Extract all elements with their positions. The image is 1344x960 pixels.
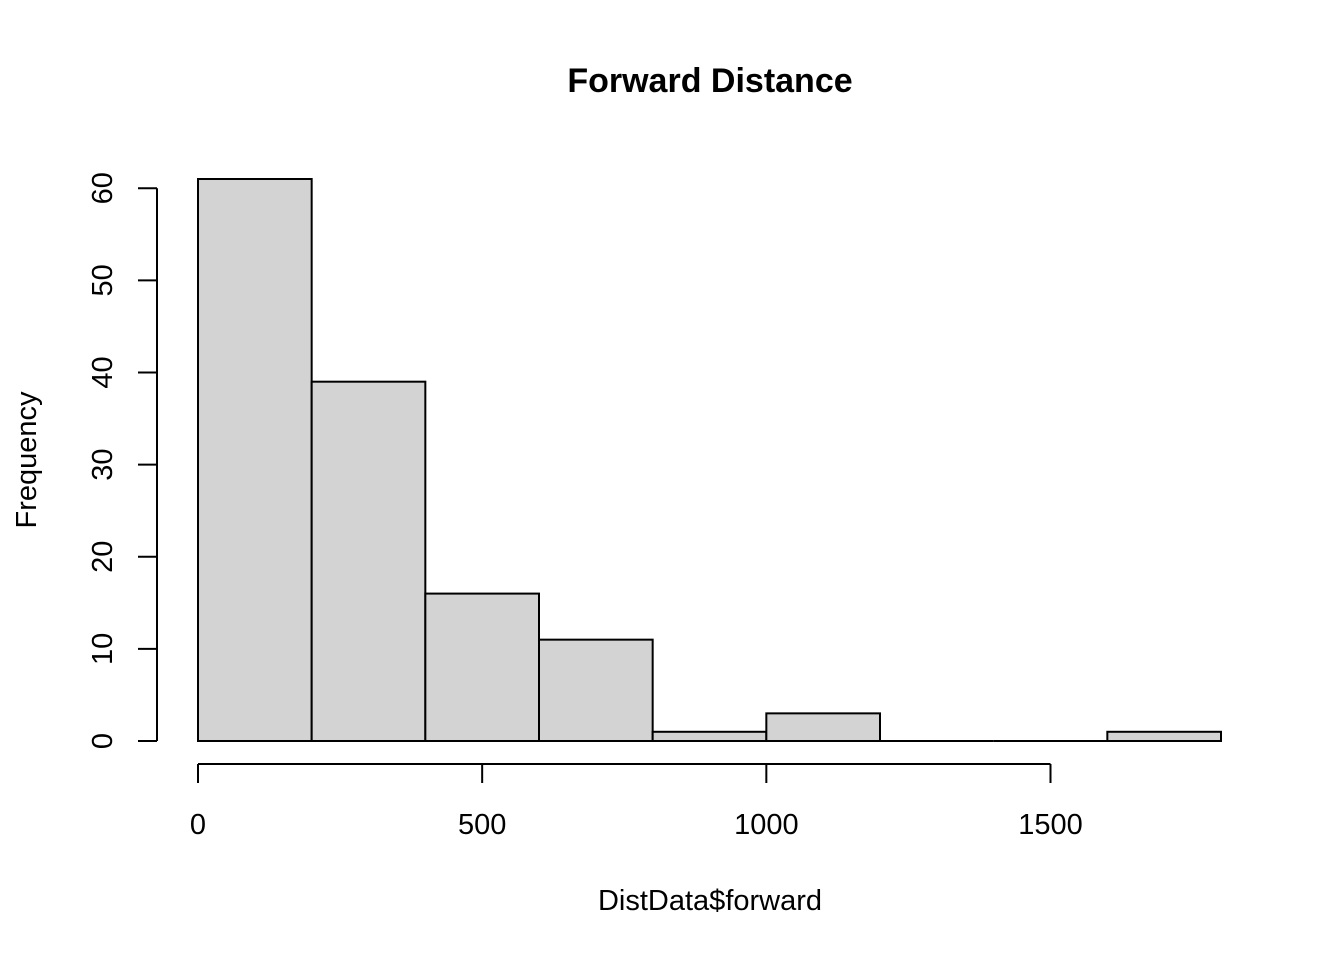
histogram-bar-1 — [310, 380, 427, 742]
chart-title: Forward Distance — [567, 62, 852, 100]
histogram-bar-3 — [538, 638, 654, 743]
y-axis-label: Frequency — [11, 391, 43, 529]
histogram-bar-2 — [424, 592, 541, 742]
y-tick-label-3: 30 — [87, 448, 119, 480]
y-tick-label-0: 0 — [87, 733, 119, 749]
x-tick-label-3: 1500 — [1018, 809, 1083, 841]
x-axis: 0 500 1000 1500 — [190, 763, 1083, 841]
y-axis: 0 10 20 30 40 50 60 — [87, 172, 158, 749]
bars-group — [197, 178, 1223, 743]
histogram-bar-0 — [197, 178, 313, 742]
x-axis-label: DistData$forward — [598, 885, 822, 917]
histogram-bar-5 — [765, 712, 881, 742]
histogram-bar-4 — [651, 730, 768, 742]
y-tick-label-5: 50 — [87, 264, 119, 296]
histogram-bar-8 — [1106, 730, 1223, 742]
x-tick-label-2: 1000 — [734, 809, 799, 841]
y-tick-label-6: 60 — [87, 172, 119, 204]
x-tick-label-0: 0 — [190, 809, 206, 841]
y-tick-label-4: 40 — [87, 356, 119, 388]
y-tick-label-1: 10 — [87, 633, 119, 665]
x-tick-label-1: 500 — [458, 809, 506, 841]
y-tick-label-2: 20 — [87, 541, 119, 573]
